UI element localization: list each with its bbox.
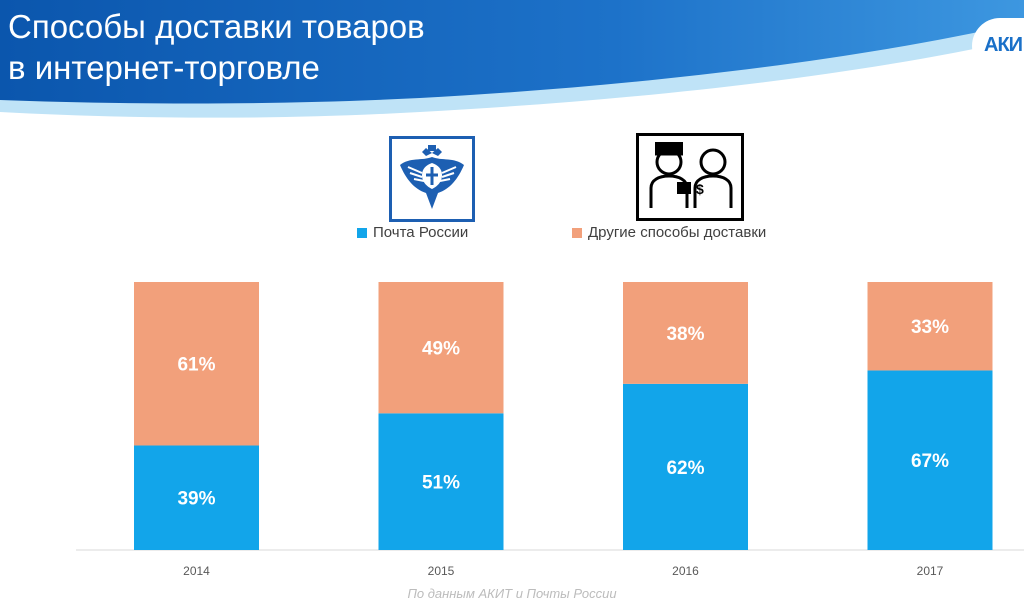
source-note: По данным АКИТ и Почты России <box>407 586 617 601</box>
courier-delivery-icon: $ <box>636 133 744 221</box>
bar-pochta-2017 <box>867 370 993 550</box>
bar-other-2014 <box>134 282 259 446</box>
legend-label-pochta: Почта России <box>373 224 469 241</box>
akit-logo: АКИ <box>972 18 1024 74</box>
bar-pochta-2016 <box>623 383 748 550</box>
bar-other-2016 <box>623 282 748 384</box>
bar-pochta-2014 <box>134 445 259 550</box>
bar-other-2017 <box>867 282 993 371</box>
page-title: Способы доставки товаров в интернет-торг… <box>8 6 425 88</box>
x-tick-label-2016: 2016 <box>672 564 699 578</box>
legend-item-pochta: Почта России <box>357 224 468 241</box>
bar-other-2015 <box>378 282 504 414</box>
russian-post-eagle-icon <box>389 136 475 222</box>
bar-pochta-2015 <box>378 413 504 550</box>
akit-logo-text: АКИ <box>984 34 1023 56</box>
x-tick-label-2017: 2017 <box>917 564 944 578</box>
data-label-other-2017: 33% <box>911 317 949 338</box>
legend-swatch-other <box>572 227 582 238</box>
header-background <box>0 0 1024 118</box>
data-label-other-2015: 49% <box>422 339 460 360</box>
data-label-pochta-2015: 51% <box>422 473 460 494</box>
x-tick-label-2014: 2014 <box>183 564 210 578</box>
data-label-pochta-2017: 67% <box>911 451 949 472</box>
title-line-1: Способы доставки товаров <box>8 8 425 45</box>
data-label-pochta-2014: 39% <box>177 489 215 510</box>
data-label-other-2016: 38% <box>666 324 704 345</box>
x-tick-label-2015: 2015 <box>428 564 455 578</box>
svg-text:$: $ <box>696 181 704 197</box>
legend-label-other: Другие способы доставки <box>588 224 767 241</box>
data-label-other-2014: 61% <box>177 355 215 376</box>
legend-item-other: Другие способы доставки <box>572 224 766 241</box>
stacked-bar-chart: 39% 61% 2014 51% 49% 2015 62% 38% 2016 67% 33% 2017 <box>76 282 1024 578</box>
data-label-pochta-2016: 62% <box>666 458 704 479</box>
title-line-2: в интернет-торговле <box>8 49 320 86</box>
legend-swatch-pochta <box>357 227 367 238</box>
